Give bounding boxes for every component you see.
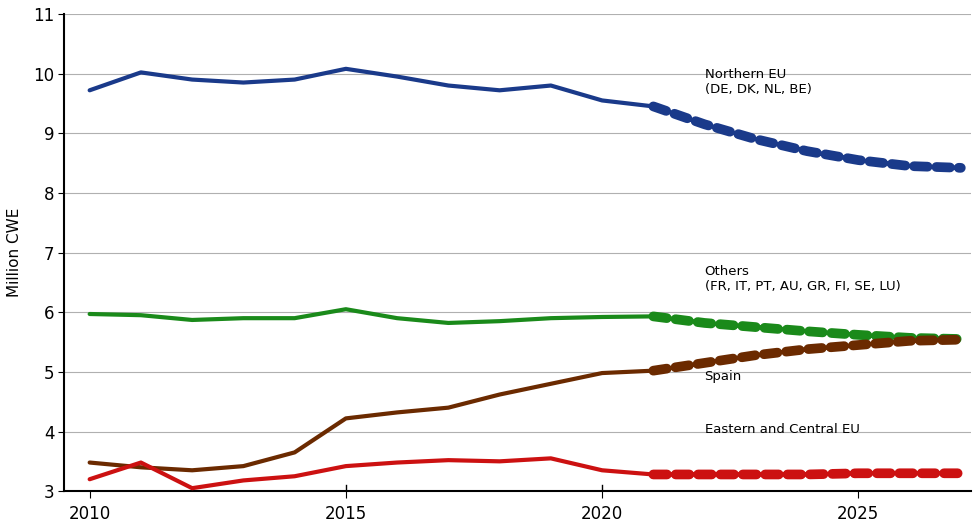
Y-axis label: Million CWE: Million CWE	[7, 208, 21, 297]
Text: Others
(FR, IT, PT, AU, GR, FI, SE, LU): Others (FR, IT, PT, AU, GR, FI, SE, LU)	[703, 265, 900, 293]
Text: Spain: Spain	[703, 369, 742, 383]
Text: Eastern and Central EU: Eastern and Central EU	[703, 423, 859, 436]
Text: Northern EU
(DE, DK, NL, BE): Northern EU (DE, DK, NL, BE)	[703, 68, 811, 96]
